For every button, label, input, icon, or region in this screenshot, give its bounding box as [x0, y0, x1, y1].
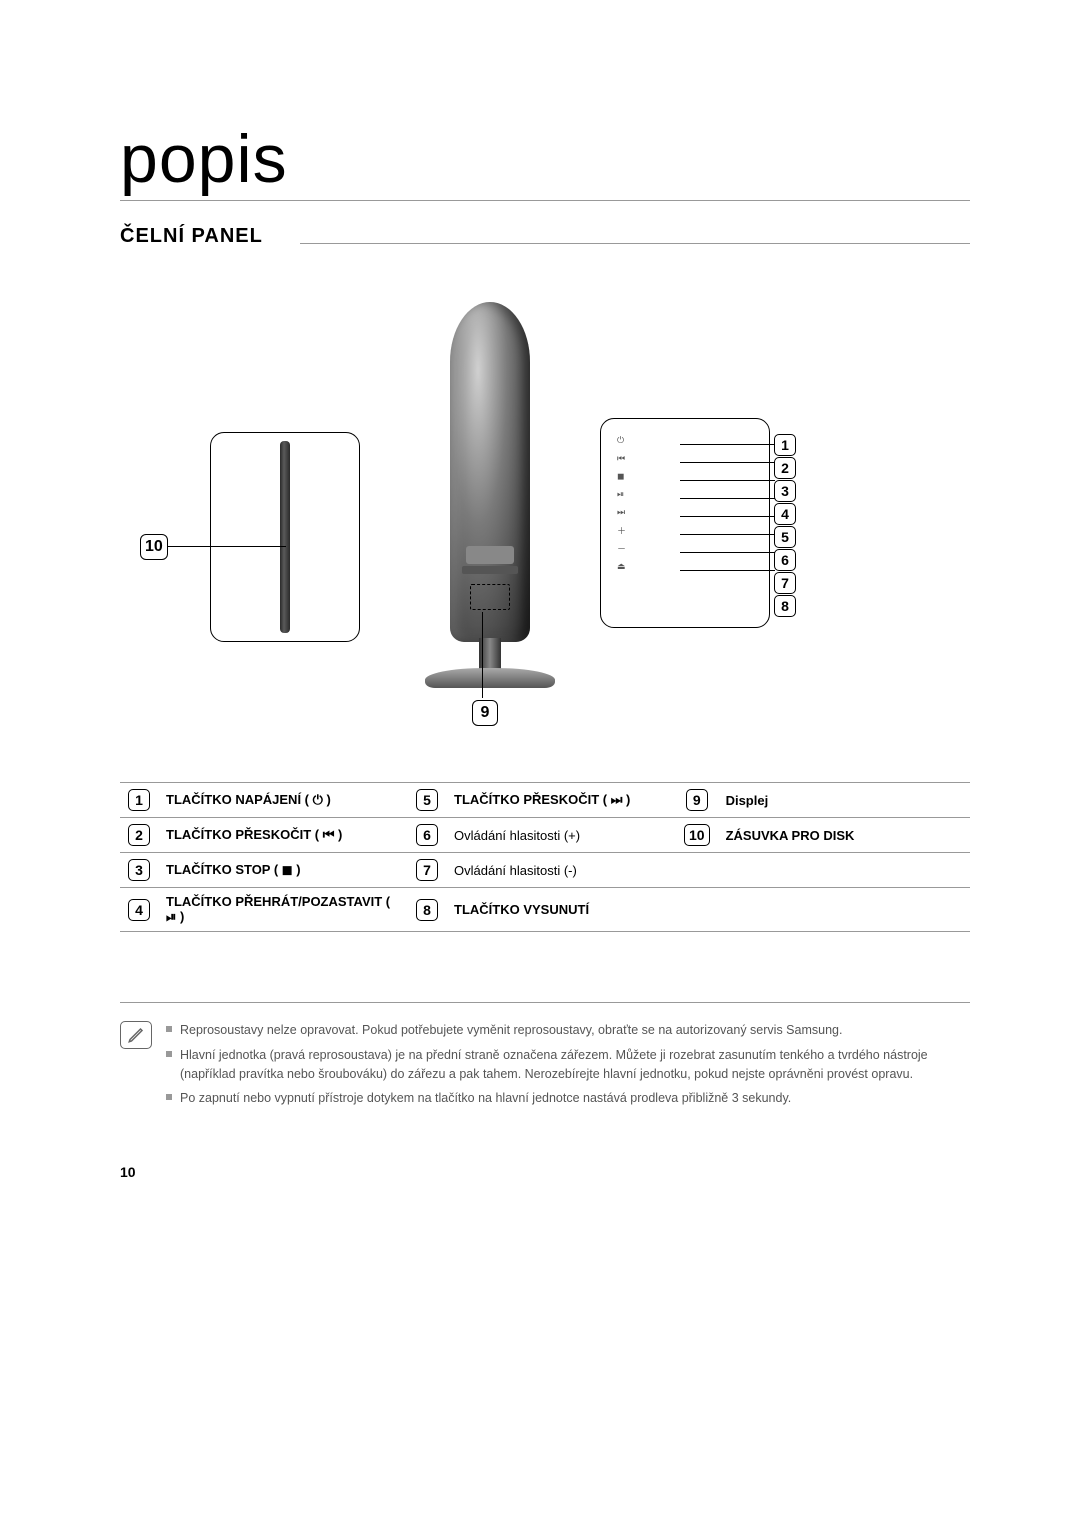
disc-slot-box	[210, 432, 360, 642]
vol-up-icon: ＋	[617, 523, 626, 537]
eject-icon: ⏏	[617, 559, 626, 573]
legend-label-5: TLAČÍTKO PŘESKOČIT ( ⏭ )	[446, 783, 676, 818]
legend-label-7: Ovládání hlasitosti (-)	[446, 853, 676, 888]
legend-num-2: 2	[128, 824, 150, 846]
legend-num-7: 7	[416, 859, 438, 881]
skip-back-icon: ⏮	[617, 451, 626, 465]
control-icon-list: ⏻ ⏮ ◼ ⏯ ⏭ ＋ － ⏏	[617, 433, 626, 573]
callout-10: 10	[140, 534, 168, 560]
callout-7: 7	[774, 572, 796, 594]
vol-down-icon: －	[617, 541, 626, 555]
callout-4: 4	[774, 503, 796, 525]
callout-2: 2	[774, 457, 796, 479]
tower-display-area	[470, 584, 510, 610]
legend-num-4: 4	[128, 899, 150, 921]
legend-label-10: ZÁSUVKA PRO DISK	[718, 818, 970, 853]
legend-table: 1 TLAČÍTKO NAPÁJENÍ ( ⏻ ) 5 TLAČÍTKO PŘE…	[120, 782, 970, 932]
front-panel-diagram: 10 9 ⏻ ⏮ ◼ ⏯ ⏭ ＋ － ⏏ 1 2	[120, 302, 970, 742]
callout-8: 8	[774, 595, 796, 617]
legend-num-5: 5	[416, 789, 438, 811]
callout-lines-right	[680, 302, 775, 742]
callout-line-9	[482, 612, 483, 698]
callout-9: 9	[472, 700, 498, 726]
tower-device	[420, 302, 560, 722]
stop-icon: ◼	[617, 469, 626, 483]
notes-list: Reprosoustavy nelze opravovat. Pokud pot…	[166, 1021, 970, 1114]
legend-label-4: TLAČÍTKO PŘEHRÁT/POZASTAVIT ( ⏯ )	[158, 888, 408, 932]
callout-5: 5	[774, 526, 796, 548]
legend-label-8: TLAČÍTKO VYSUNUTÍ	[446, 888, 676, 932]
legend-num-9: 9	[686, 789, 708, 811]
disc-slot	[280, 441, 290, 633]
note-item: Hlavní jednotka (pravá reprosoustava) je…	[166, 1046, 970, 1084]
callout-3: 3	[774, 480, 796, 502]
callout-stack-right: 1 2 3 4 5 6 7 8	[774, 434, 796, 617]
callout-line-10	[168, 546, 286, 547]
play-pause-icon: ⏯	[617, 487, 626, 501]
legend-num-1: 1	[128, 789, 150, 811]
legend-label-3: TLAČÍTKO STOP ( ◼ )	[158, 853, 408, 888]
tower-base	[425, 668, 555, 688]
legend-num-6: 6	[416, 824, 438, 846]
tower-labelstrip	[462, 566, 518, 574]
legend-num-3: 3	[128, 859, 150, 881]
legend-label-1: TLAČÍTKO NAPÁJENÍ ( ⏻ )	[158, 783, 408, 818]
note-item: Reprosoustavy nelze opravovat. Pokud pot…	[166, 1021, 970, 1040]
power-icon: ⏻	[617, 433, 626, 447]
page-title: popis	[120, 120, 970, 201]
tower-grille	[466, 546, 514, 564]
legend-label-9: Displej	[718, 783, 970, 818]
note-icon	[120, 1021, 152, 1049]
page-number: 10	[120, 1164, 970, 1180]
notes-section: Reprosoustavy nelze opravovat. Pokud pot…	[120, 1002, 970, 1114]
section-heading: ČELNÍ PANEL	[120, 225, 970, 252]
skip-fwd-icon: ⏭	[617, 505, 626, 519]
legend-label-6: Ovládání hlasitosti (+)	[446, 818, 676, 853]
legend-num-8: 8	[416, 899, 438, 921]
note-item: Po zapnutí nebo vypnutí přístroje dotyke…	[166, 1089, 970, 1108]
legend-label-2: TLAČÍTKO PŘESKOČIT ( ⏮ )	[158, 818, 408, 853]
callout-6: 6	[774, 549, 796, 571]
callout-1: 1	[774, 434, 796, 456]
legend-num-10: 10	[684, 824, 710, 846]
